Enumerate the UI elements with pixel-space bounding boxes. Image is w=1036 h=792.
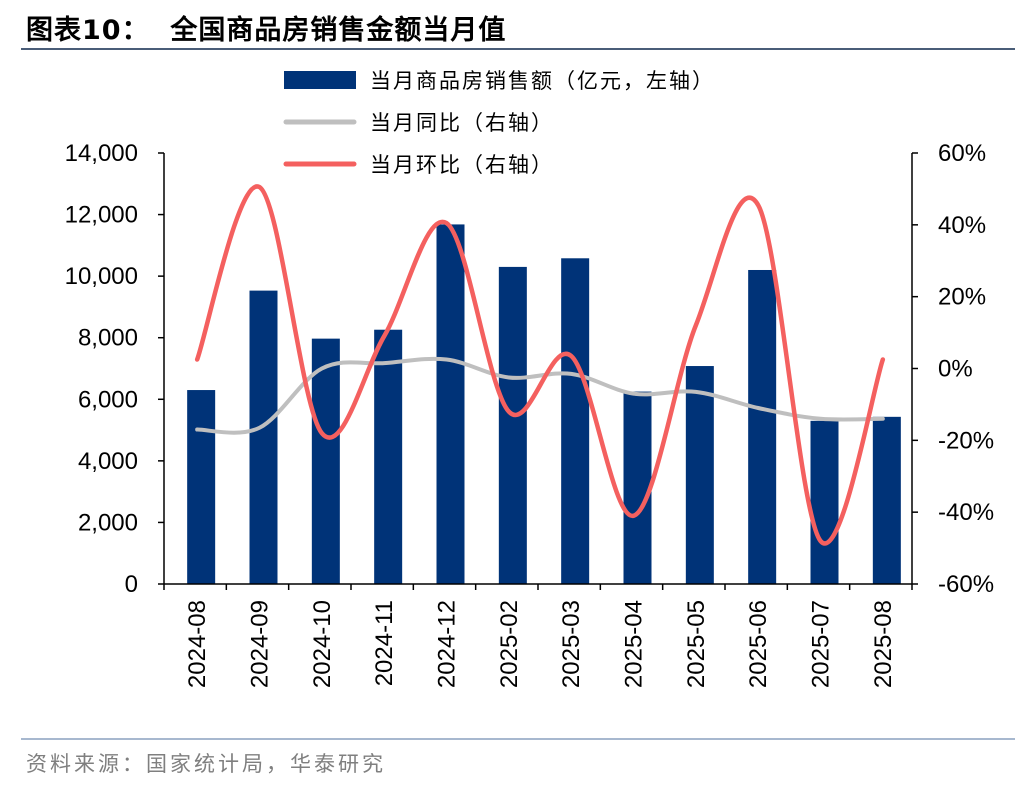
bar-2025-02 xyxy=(498,266,527,584)
bar-2025-08 xyxy=(872,416,901,584)
x-tick-label: 2024-08 xyxy=(184,600,211,688)
title-rule xyxy=(21,48,1015,50)
legend-bar-label: 当月商品房销售额（亿元，左轴） xyxy=(370,69,715,93)
legend-swatch-bar xyxy=(284,71,356,89)
y-left-tick-label: 0 xyxy=(125,571,138,598)
source-rule xyxy=(21,738,1015,740)
y-left-tick-label: 2,000 xyxy=(78,509,138,536)
x-tick-label: 2024-12 xyxy=(434,600,461,688)
y-right-tick-label: 40% xyxy=(938,212,986,239)
bar-2025-04 xyxy=(623,391,652,584)
x-tick-label: 2025-07 xyxy=(808,600,835,688)
y-left-tick-label: 6,000 xyxy=(78,386,138,413)
series-line-yoy xyxy=(195,356,885,435)
series-line-mom xyxy=(194,184,886,546)
y-right-tick-label: 0% xyxy=(938,356,973,383)
y-right-tick-label: 60% xyxy=(938,140,986,167)
bar-2024-10 xyxy=(311,338,340,584)
x-tick-label: 2024-09 xyxy=(247,600,274,688)
chart-title: 图表10： 全国商品房销售金额当月值 xyxy=(26,15,507,46)
x-tick-label: 2024-11 xyxy=(371,600,398,686)
y-right-tick-label: -20% xyxy=(938,427,994,454)
bar-2025-03 xyxy=(561,258,590,584)
y-left-tick-label: 10,000 xyxy=(65,263,138,290)
y-left-tick-label: 12,000 xyxy=(65,202,138,229)
x-tick-label: 2025-06 xyxy=(745,600,772,688)
bar-2025-07 xyxy=(810,420,839,584)
source-note: 资料来源：国家统计局，华泰研究 xyxy=(26,752,386,776)
x-tick-label: 2025-04 xyxy=(621,600,648,688)
y-right-tick-label: -40% xyxy=(938,499,994,526)
bar-2024-11 xyxy=(374,329,403,584)
x-tick-label: 2025-03 xyxy=(558,600,585,688)
legend-yoy-label: 当月同比（右轴） xyxy=(370,111,554,135)
x-tick-label: 2025-05 xyxy=(683,600,710,688)
y-right-tick-label: -60% xyxy=(938,571,994,598)
y-right-tick-label: 20% xyxy=(938,284,986,311)
legend-mom-label: 当月环比（右轴） xyxy=(370,153,554,177)
y-left-tick-label: 4,000 xyxy=(78,448,138,475)
y-left-tick-label: 14,000 xyxy=(65,140,138,167)
y-left-tick-label: 8,000 xyxy=(78,325,138,352)
bar-2025-05 xyxy=(685,366,714,584)
x-tick-label: 2025-08 xyxy=(870,600,897,688)
x-tick-label: 2025-02 xyxy=(496,600,523,688)
bar-2025-06 xyxy=(748,269,777,584)
bar-2024-08 xyxy=(187,390,216,584)
bar-2024-12 xyxy=(436,224,465,584)
x-tick-label: 2024-10 xyxy=(309,600,336,688)
bar-2024-09 xyxy=(249,290,278,584)
